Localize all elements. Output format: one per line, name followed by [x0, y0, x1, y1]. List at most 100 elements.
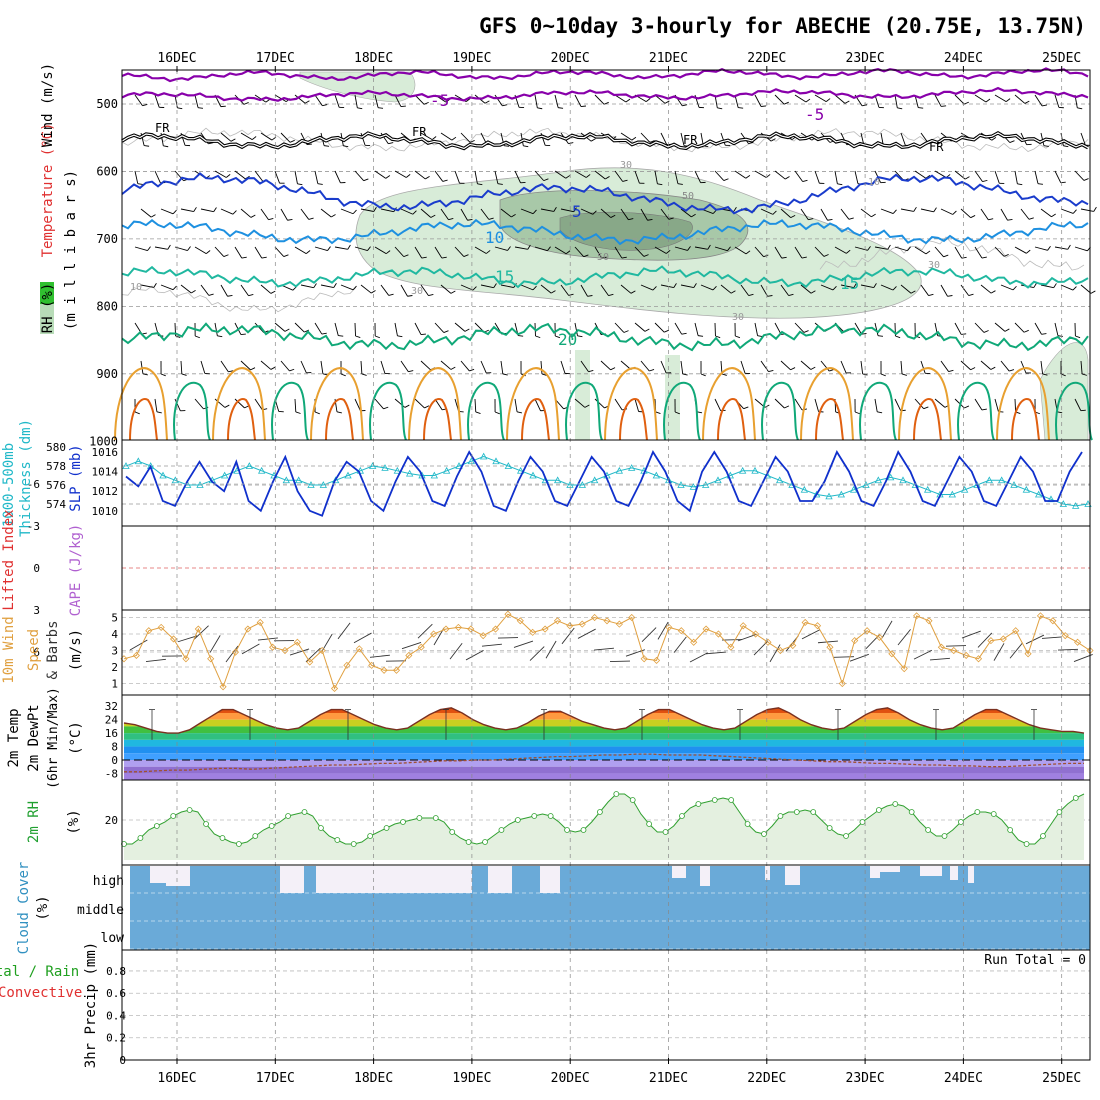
- wind-barb-flag: [880, 373, 886, 377]
- wind-barb-flag: [558, 107, 564, 109]
- wind-barb: [174, 398, 181, 412]
- rh2m-marker: [268, 823, 275, 829]
- thickness-marker: [492, 457, 500, 465]
- wind-barb: [374, 246, 387, 255]
- wind10-marker: [690, 638, 698, 646]
- wind-barb: [234, 246, 243, 259]
- wind-barb-flag: [550, 290, 556, 294]
- wind-barb: [414, 246, 423, 259]
- wind-barb-flag: [400, 105, 406, 108]
- ylabel-precip-3: 3hr Precip (mm): [83, 942, 99, 1068]
- wind-barb: [534, 170, 545, 181]
- wind10-barb: [817, 640, 838, 644]
- wind-barb: [314, 246, 328, 251]
- wind-barb: [634, 398, 640, 412]
- thickness-marker: [837, 490, 846, 498]
- precip-tick: 0.2: [106, 1032, 126, 1045]
- cape-tick: 3: [33, 604, 40, 617]
- temp-contour-m10: [121, 67, 1089, 83]
- wind-barb: [374, 398, 384, 410]
- rh2m-marker: [498, 827, 505, 833]
- wind-barb: [154, 246, 168, 250]
- wind-barb: [440, 360, 452, 370]
- wind-barb: [194, 94, 199, 108]
- thickness-marker: [122, 462, 130, 469]
- thickness-marker: [985, 476, 994, 484]
- rh2m-marker: [711, 797, 718, 803]
- wind-barb: [340, 208, 354, 215]
- wind10-marker: [405, 651, 413, 660]
- wind-barb-flag: [450, 366, 456, 370]
- thickness-marker: [467, 457, 476, 465]
- temp-band: [124, 733, 1084, 740]
- wind-barb: [1020, 208, 1030, 220]
- wind-barb: [640, 132, 651, 143]
- wind10-barb: [945, 645, 967, 647]
- wind10-marker: [430, 630, 438, 638]
- wind-barb: [154, 398, 158, 412]
- pressure-tick: 700: [96, 232, 118, 246]
- wind-barb: [260, 208, 269, 220]
- wind-barb: [540, 284, 552, 294]
- rh-legend-swatch-dark: [40, 282, 54, 304]
- temp-contour-30: [521, 398, 550, 441]
- temp-contour-25: [800, 367, 854, 441]
- thickness-marker: [652, 471, 661, 479]
- wind-barb: [940, 360, 949, 372]
- wind10-barb: [1057, 648, 1079, 651]
- rh-shade-column: [665, 355, 680, 440]
- wind-barb: [594, 170, 606, 180]
- wind10-marker: [838, 679, 846, 688]
- contour-label: FR: [929, 140, 944, 154]
- wind10-marker: [900, 665, 908, 673]
- wind-barb-flag: [532, 285, 537, 291]
- rh-area: [124, 794, 1084, 860]
- wind-barb-flag: [588, 370, 594, 373]
- wind-barb: [134, 170, 139, 184]
- temp-contour-25: [996, 367, 1050, 441]
- thickness-marker: [615, 466, 624, 474]
- wind-barb: [380, 284, 390, 296]
- wind-barb-flag: [383, 406, 389, 410]
- contour-label: 5: [572, 202, 582, 221]
- temp-band-hot: [124, 707, 1084, 713]
- wind-barb-flag: [846, 249, 851, 254]
- wind-barb: [394, 246, 405, 257]
- wind-barb-flag: [781, 256, 787, 259]
- wind10-barb: [657, 621, 669, 640]
- temp-contour-30: [1011, 398, 1040, 441]
- wind-barb: [254, 398, 263, 411]
- wind-barb: [214, 322, 218, 336]
- wind-barb: [574, 94, 582, 107]
- temp-contour-25: [506, 367, 560, 441]
- wind10-marker: [293, 638, 301, 646]
- wind10-barb: [1009, 642, 1023, 659]
- wind-barb-flag: [677, 183, 683, 185]
- wind-barb-flag: [1028, 217, 1034, 220]
- wind-barb-flag: [933, 207, 937, 213]
- wind-barb-flag: [649, 368, 655, 372]
- precip-panel: [121, 949, 1091, 1061]
- wind-barb: [574, 398, 586, 408]
- wind-barb: [1014, 398, 1017, 413]
- wind-barb: [960, 284, 970, 296]
- wind-barb-flag: [1004, 328, 1010, 332]
- wind-barb: [614, 170, 624, 182]
- wind10-marker: [269, 643, 277, 651]
- contour-label: 10: [868, 177, 880, 188]
- thickness-marker: [775, 476, 784, 484]
- wind-barb: [160, 284, 174, 291]
- wind-barb-flag: [700, 373, 706, 377]
- wind10-barb: [561, 627, 575, 645]
- wind-barb-flag: [230, 138, 236, 142]
- date-label-top: 17DEC: [256, 51, 295, 66]
- wind10-marker: [516, 617, 524, 625]
- wind-barb-flag: [385, 250, 391, 255]
- rh2m-marker: [810, 809, 817, 815]
- wind-barb-flag: [340, 373, 346, 377]
- wind-barb-flag: [313, 283, 317, 288]
- wind-barb-flag: [1042, 373, 1048, 376]
- wind-barb-flag: [990, 366, 996, 370]
- wind-barb-flag: [1041, 104, 1048, 107]
- wind-barb-flag: [363, 178, 369, 182]
